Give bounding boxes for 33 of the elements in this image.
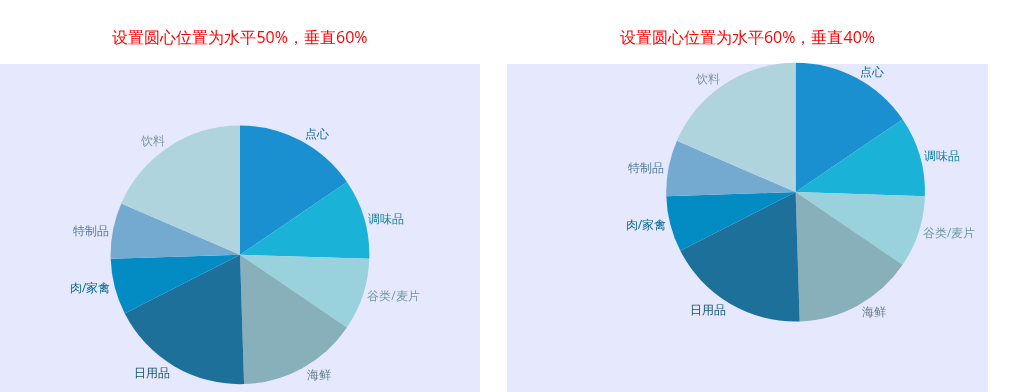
pie-slice bbox=[121, 125, 240, 255]
pie-slice bbox=[110, 254, 240, 314]
slice-label: 肉/家禽 bbox=[625, 216, 667, 234]
slice-label: 调味品 bbox=[368, 209, 405, 227]
slice-label: 日用品 bbox=[133, 363, 170, 381]
chart-title: 设置圆心位置为水平50%，垂直60% bbox=[112, 25, 368, 48]
pie-slice bbox=[666, 140, 796, 197]
slice-label: 饮料 bbox=[139, 132, 165, 150]
slice-label: 海鲜 bbox=[862, 303, 887, 321]
slice-label: 特制品 bbox=[628, 159, 665, 177]
slice-label: 海鲜 bbox=[306, 366, 331, 384]
slice-label: 日用品 bbox=[689, 301, 726, 319]
slice-label: 点心 bbox=[304, 125, 329, 143]
chart-title: 设置圆心位置为水平60%，垂直40% bbox=[619, 25, 876, 48]
pie-slice bbox=[795, 192, 925, 265]
slice-label: 调味品 bbox=[924, 146, 961, 164]
pie-slice bbox=[240, 125, 347, 255]
pie-slice bbox=[795, 192, 903, 322]
pie-slice bbox=[795, 119, 925, 197]
slice-label: 点心 bbox=[860, 62, 885, 80]
pie-slice bbox=[240, 254, 347, 385]
pie-slice bbox=[795, 62, 903, 193]
pie-slice bbox=[680, 192, 800, 322]
slice-label: 谷类/麦片 bbox=[922, 224, 976, 242]
pie-slice bbox=[110, 203, 240, 259]
pie-slice bbox=[666, 192, 796, 251]
pie-slice bbox=[240, 182, 370, 259]
slice-label: 饮料 bbox=[695, 69, 721, 87]
pie-slice bbox=[124, 254, 245, 385]
slice-label: 特制品 bbox=[72, 221, 109, 239]
pie-slice bbox=[676, 62, 796, 193]
slice-label: 谷类/麦片 bbox=[367, 287, 420, 305]
slice-label: 肉/家禽 bbox=[70, 279, 111, 296]
